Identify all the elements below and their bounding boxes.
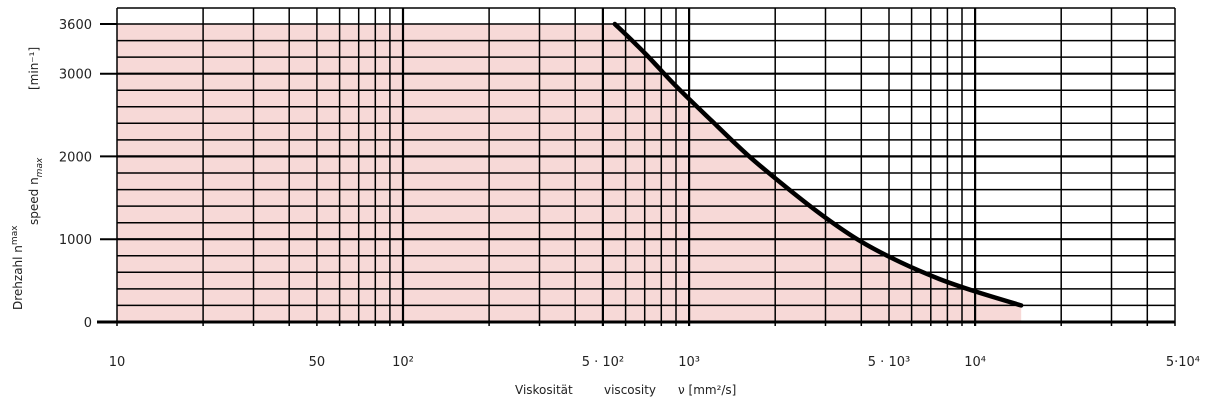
max-speed-curve (612, 21, 1024, 308)
x-axis-label-de: Viskosität (515, 383, 573, 397)
x-tick-label: 10 (109, 355, 126, 370)
x-tick-label: 5 · 10³ (868, 355, 910, 370)
y-axis-label-unit: [min⁻¹] (27, 47, 41, 90)
y-tick-label: 0 (84, 316, 92, 331)
x-tick-label: 5·10⁴ (1166, 355, 1200, 370)
x-axis-label-symbol: ν [mm²/s] (678, 383, 736, 397)
y-axis-label-en: speed nmax (27, 157, 45, 225)
y-tick-labels: 0 1000 2000 3000 3600 (59, 18, 117, 331)
x-tick-label: 50 (309, 355, 326, 370)
x-tick-label: 10⁴ (964, 355, 986, 370)
y-tick-label: 3000 (59, 68, 92, 83)
horizontal-grid (97, 7, 1175, 324)
y-tick-label: 1000 (59, 233, 92, 248)
x-tick-labels: 10 50 10² 5 · 10² 10³ 5 · 10³ 10⁴ 5·10⁴ (109, 355, 1200, 370)
x-tick-label: 10² (392, 355, 414, 370)
x-tick-label: 5 · 10² (582, 355, 624, 370)
x-tick-label: 10³ (678, 355, 700, 370)
y-tick-label: 3600 (59, 18, 92, 33)
y-tick-label: 2000 (59, 150, 92, 165)
y-axis-label-de: Drehzahl nmax (10, 225, 25, 310)
x-axis-label-en: viscosity (604, 383, 656, 397)
